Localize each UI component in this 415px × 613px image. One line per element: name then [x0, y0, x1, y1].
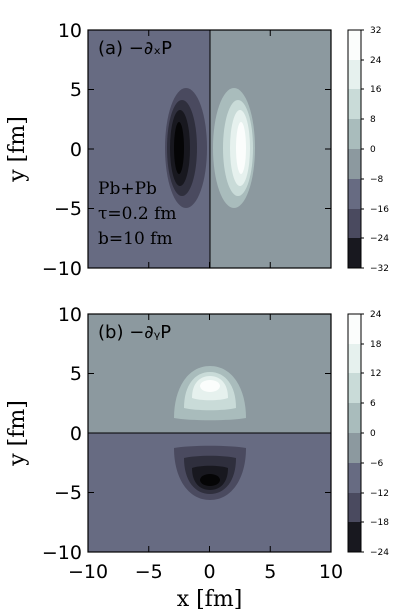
panel-b-xtick-1: −5 — [135, 561, 163, 583]
panel-b-ytick-4: −10 — [42, 542, 82, 564]
panel-b-cbtick-2: 12 — [370, 369, 381, 379]
panel-b-cbtick-6: −12 — [370, 489, 389, 499]
panel-b-cbtick-5: −6 — [370, 459, 384, 469]
panel-a-annotation-system: Pb+Pb — [98, 179, 157, 199]
panel-b-ytick-0: 10 — [58, 304, 82, 326]
panel-b-cbtick-0: 24 — [370, 310, 382, 320]
panel-a-ytick-3: −5 — [54, 198, 82, 220]
panel-a-negative-lobe-level4 — [174, 122, 184, 174]
panel-a-cbtick-0: 32 — [370, 26, 381, 36]
panel-b-xtick-2: 0 — [203, 561, 215, 583]
panel-b-colorbar: 24 18 12 6 0 −6 −12 −18 −24 — [347, 310, 389, 558]
panel-a-annotation-time: τ=0.2 fm — [98, 204, 177, 224]
panel-a-plot-area — [88, 30, 331, 268]
panel-a-cbtick-1: 24 — [370, 56, 382, 66]
panel-a: 10 5 0 −5 −10 y [fm] (a) −∂ₓP Pb+Pb τ=0.… — [5, 20, 389, 280]
panel-b-cbtick-1: 18 — [370, 340, 382, 350]
panel-a-cbtick-5: −8 — [370, 175, 384, 185]
panel-a-ytick-4: −10 — [42, 258, 82, 280]
panel-b-xtick-4: 10 — [319, 561, 343, 583]
panel-a-cbtick-2: 16 — [370, 85, 382, 95]
panel-b-cbtick-4: 0 — [370, 429, 376, 439]
panel-b-xlabel: x [fm] — [177, 587, 243, 612]
panel-b-positive-lobe-level4 — [200, 380, 220, 392]
panel-b-plot-area — [88, 314, 331, 552]
panel-b-cbtick-7: −18 — [370, 518, 389, 528]
panel-a-ytick-1: 5 — [70, 79, 82, 101]
panel-a-positive-lobe-level4 — [236, 122, 246, 174]
panel-a-cbtick-7: −24 — [370, 234, 389, 244]
panel-a-title: (a) −∂ₓP — [98, 38, 172, 59]
panel-b-ytick-1: 5 — [70, 363, 82, 385]
panel-a-ticks — [88, 29, 331, 269]
panel-a-colorbar: 32 24 16 8 0 −8 −16 −24 −32 — [347, 26, 389, 274]
panel-b-cbtick-3: 6 — [370, 399, 376, 409]
panel-b-ticks — [88, 314, 331, 552]
panel-b-ytick-3: −5 — [54, 482, 82, 504]
panel-a-cbtick-8: −32 — [370, 264, 389, 274]
panel-b-cbtick-8: −24 — [370, 548, 389, 558]
panel-b-xtick-0: −10 — [68, 561, 108, 583]
panel-a-ytick-2: 0 — [70, 139, 82, 161]
panel-b-ytick-2: 0 — [70, 423, 82, 445]
panel-b-ylabel: y [fm] — [5, 400, 30, 467]
panel-a-ylabel: y [fm] — [5, 116, 30, 183]
panel-a-annotation-impact: b=10 fm — [98, 229, 173, 249]
panel-b-xtick-3: 5 — [264, 561, 276, 583]
panel-a-ytick-0: 10 — [58, 20, 82, 42]
panel-b-negative-lobe-level4 — [200, 474, 220, 486]
panel-a-cbtick-6: −16 — [370, 205, 389, 215]
panel-b-title: (b) −∂ᵧP — [98, 322, 171, 343]
panel-a-cbtick-4: 0 — [370, 145, 376, 155]
panel-b: 10 5 0 −5 −10 −10 −5 0 5 10 y [fm] x [fm… — [5, 304, 389, 612]
panel-a-cbtick-3: 8 — [370, 115, 376, 125]
